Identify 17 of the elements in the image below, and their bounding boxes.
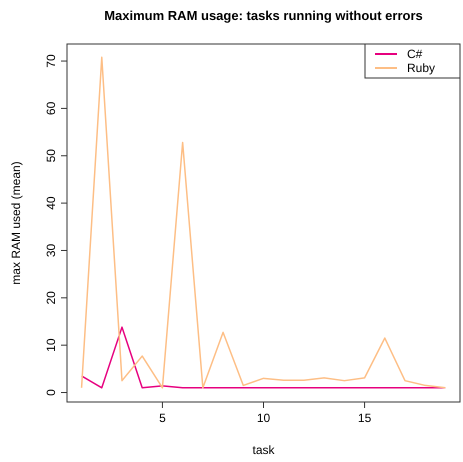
y-tick-label: 70 <box>44 54 58 68</box>
y-axis-title: max RAM used (mean) <box>9 161 23 285</box>
legend-label: Ruby <box>407 61 436 75</box>
x-tick-label: 10 <box>256 411 270 425</box>
chart-title: Maximum RAM usage: tasks running without errors <box>104 8 423 23</box>
y-tick-label: 40 <box>44 196 58 210</box>
x-tick-label: 5 <box>159 411 166 425</box>
y-tick-label: 60 <box>44 101 58 116</box>
x-axis-title: task <box>252 443 276 457</box>
y-tick-label: 20 <box>44 290 58 304</box>
y-tick-label: 30 <box>44 243 58 258</box>
y-tick-label: 0 <box>44 388 58 396</box>
y-tick-label: 50 <box>44 148 58 162</box>
line-series <box>80 56 446 389</box>
y-tick-label: 10 <box>44 338 58 352</box>
x-tick-label: 15 <box>358 411 372 425</box>
legend-label: C# <box>407 47 423 61</box>
